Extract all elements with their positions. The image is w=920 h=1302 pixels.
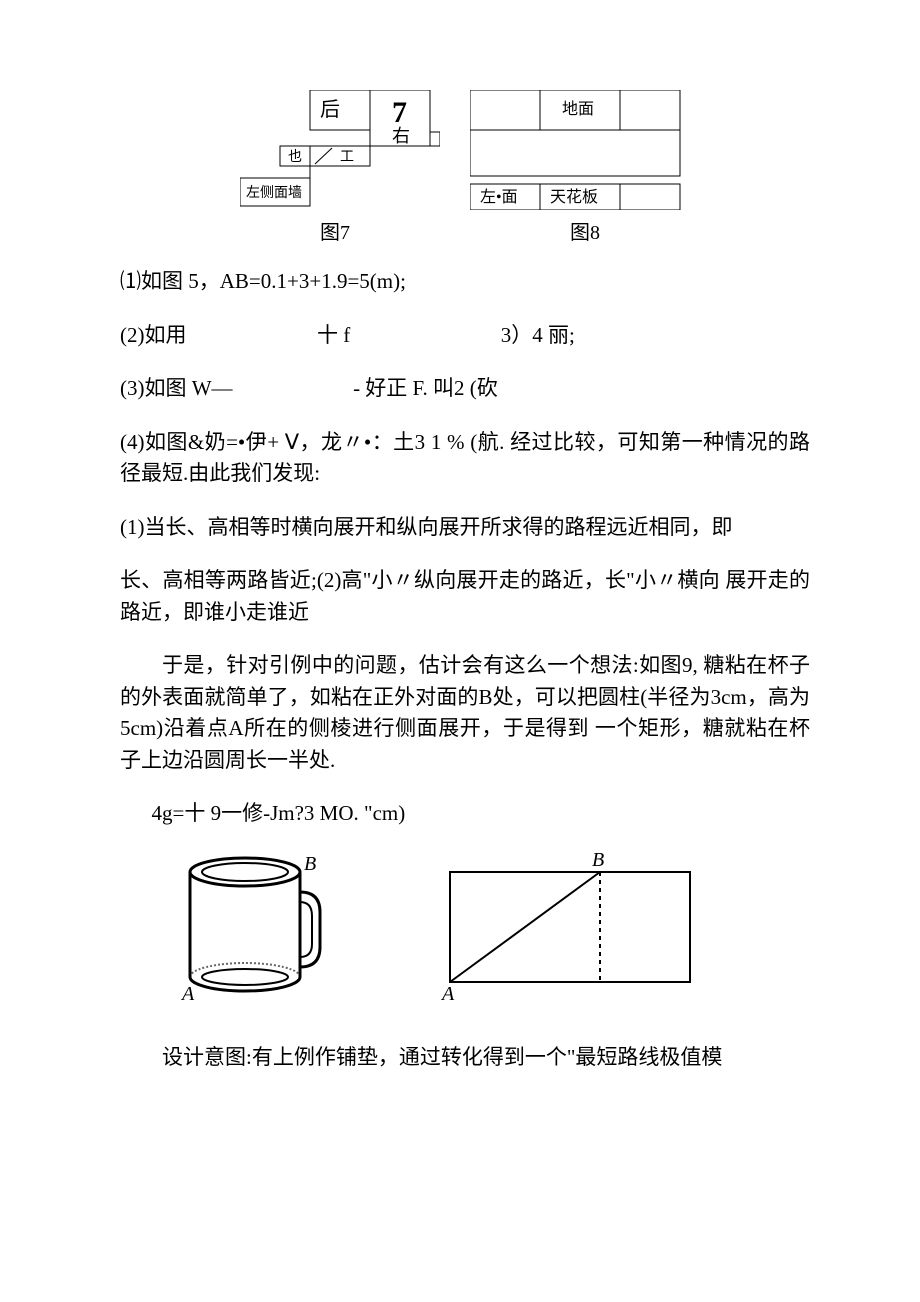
para-2: (2)如用 十 f 3）4 丽;: [120, 320, 810, 352]
para-7: 于是，针对引例中的问题，估计会有这么一个想法:如图9, 糖粘在杯子的外表面就简单…: [120, 650, 810, 776]
cyl-label-b: B: [304, 853, 316, 875]
unfold-label-a: A: [440, 983, 455, 1002]
unfold-svg: B A: [440, 852, 700, 1002]
p2-c: 3）4 丽;: [501, 323, 575, 347]
fig7-seven: 7: [392, 96, 407, 129]
figure-7: 后 7 右 也 工 左侧面墙: [240, 90, 440, 210]
fig7-leftwall: 左侧面墙: [246, 185, 302, 201]
para-3: (3)如图 W— - 好正 F. 叫2 (砍: [120, 373, 810, 405]
page: 后 7 右 也 工 左侧面墙: [0, 0, 920, 1155]
p2-a: (2)如用: [120, 323, 187, 347]
fig7-you: 右: [392, 126, 410, 146]
para-9: 设计意图:有上例作铺垫，通过转化得到一个"最短路线极值模: [120, 1042, 810, 1074]
cylinder-svg: B A: [180, 852, 350, 1002]
figure-8: 地面 左•面 天花板: [470, 90, 690, 210]
fig7-gong: 工: [340, 150, 354, 165]
fig8-tianhuaban: 天花板: [550, 188, 598, 206]
fig7-caption: 图7: [235, 218, 435, 248]
fig7-ye: 也: [288, 149, 302, 165]
figure-7-svg: 后 7 右 也 工 左侧面墙: [240, 90, 440, 210]
para-1: ⑴如图 5，AB=0.1+3+1.9=5(m);: [120, 266, 810, 298]
unfold-label-b: B: [592, 852, 604, 871]
p3-a: (3)如图 W—: [120, 376, 233, 400]
figure-8-svg: 地面 左•面 天花板: [470, 90, 690, 210]
fig7-hou: 后: [320, 98, 340, 121]
fig8-zuomian: 左•面: [480, 188, 518, 206]
p3-b: - 好正 F. 叫2 (砍: [353, 376, 498, 400]
cylinder-row: B A B A: [180, 852, 810, 1002]
cyl-label-a: A: [180, 983, 195, 1002]
figure-row: 后 7 右 也 工 左侧面墙: [120, 90, 810, 210]
para-5: (1)当长、高相等时横向展开和纵向展开所求得的路程远近相同，即: [120, 512, 810, 544]
p2-b: 十 f: [317, 323, 350, 347]
fig8-caption: 图8: [485, 218, 685, 248]
fig8-dimian: 地面: [562, 100, 594, 118]
figure-captions: 图7 图8: [120, 218, 810, 248]
para-8: 4g=十 9一修-Jm?3 MO. "cm): [120, 798, 810, 830]
para-6: 长、高相等两路皆近;(2)高"小〃纵向展开走的路近，长"小〃横向 展开走的路近，…: [120, 565, 810, 628]
para-4: (4)如图&奶=•伊+ Ⅴ，龙〃•：土3 1 % (航. 经过比较，可知第一种情…: [120, 427, 810, 490]
